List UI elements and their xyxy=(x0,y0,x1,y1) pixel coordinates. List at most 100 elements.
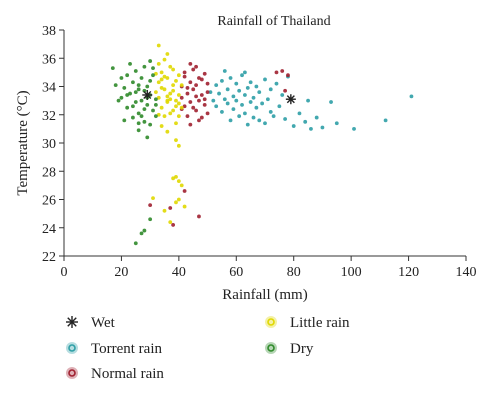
point-torrent-rain xyxy=(237,88,242,93)
point-torrent-rain xyxy=(257,118,262,123)
point-little-rain xyxy=(156,112,161,117)
point-torrent-rain xyxy=(234,98,239,103)
point-normal-rain xyxy=(191,87,196,92)
point-normal-rain xyxy=(182,70,187,75)
point-dry xyxy=(122,86,127,90)
point-dry xyxy=(148,59,153,63)
point-torrent-rain xyxy=(306,98,310,103)
y-tick-label: 28 xyxy=(42,165,56,180)
point-torrent-rain xyxy=(217,91,221,96)
point-little-rain xyxy=(171,176,176,181)
legend-label-little-rain: Little rain xyxy=(290,315,350,331)
point-dry xyxy=(125,73,130,78)
point-torrent-rain xyxy=(271,114,276,119)
point-normal-rain xyxy=(188,122,193,127)
point-dry xyxy=(119,95,124,100)
point-dry xyxy=(110,66,115,71)
y-tick-label: 38 xyxy=(42,24,56,39)
point-torrent-rain xyxy=(260,101,265,106)
point-little-rain xyxy=(168,111,173,116)
point-torrent-rain xyxy=(225,87,230,92)
point-dry xyxy=(136,128,141,133)
point-normal-rain xyxy=(197,118,201,123)
point-little-rain xyxy=(159,124,164,128)
legend-swatch-dry xyxy=(265,342,277,354)
point-torrent-rain xyxy=(263,77,267,82)
point-dry xyxy=(133,241,138,246)
point-little-rain xyxy=(159,77,164,82)
point-torrent-rain xyxy=(231,107,236,111)
point-normal-rain xyxy=(188,100,193,104)
point-torrent-rain xyxy=(220,78,224,83)
point-little-rain xyxy=(176,73,181,78)
point-normal-rain xyxy=(202,102,207,107)
point-dry xyxy=(139,231,144,236)
x-tick-label: 0 xyxy=(61,265,68,280)
point-torrent-rain xyxy=(274,81,279,86)
point-little-rain xyxy=(176,143,181,148)
legend-item-torrent-rain: Torrent rain xyxy=(66,341,163,357)
point-normal-rain xyxy=(194,83,198,87)
x-axis-ticks: 0 20 40 60 80 100 120 140 xyxy=(61,256,477,280)
point-normal-rain xyxy=(286,73,290,78)
point-little-rain xyxy=(168,64,173,69)
point-normal-rain xyxy=(197,214,201,219)
point-dry xyxy=(131,115,135,120)
point-dry xyxy=(139,98,144,103)
point-torrent-rain xyxy=(265,97,270,102)
point-normal-rain xyxy=(171,223,176,227)
point-torrent-rain xyxy=(243,93,247,97)
point-normal-rain xyxy=(194,64,198,69)
point-little-rain xyxy=(174,175,178,179)
point-normal-rain xyxy=(182,74,187,79)
y-tick-label: 30 xyxy=(42,137,56,152)
point-normal-rain xyxy=(197,76,201,80)
point-normal-rain xyxy=(188,80,193,85)
point-dry xyxy=(136,87,141,92)
point-torrent-rain xyxy=(243,111,247,116)
legend-label-normal-rain: Normal rain xyxy=(91,366,164,382)
legend-label-wet: Wet xyxy=(91,315,116,331)
point-little-rain xyxy=(159,86,164,90)
point-dry xyxy=(139,114,144,119)
point-little-rain xyxy=(182,204,187,209)
point-dry xyxy=(142,228,147,233)
point-normal-rain xyxy=(274,70,279,75)
point-normal-rain xyxy=(199,115,204,120)
point-normal-rain xyxy=(197,98,201,103)
point-dry xyxy=(148,122,153,127)
point-torrent-rain xyxy=(329,100,333,104)
y-axis-title: Temperature (°C) xyxy=(15,90,31,195)
point-torrent-rain xyxy=(222,69,227,73)
point-dry xyxy=(133,90,138,95)
point-normal-rain xyxy=(191,67,196,72)
point-normal-rain xyxy=(283,88,287,93)
point-torrent-rain xyxy=(251,115,256,120)
point-normal-rain xyxy=(205,111,210,116)
point-normal-rain xyxy=(168,206,173,210)
point-torrent-rain xyxy=(228,76,233,80)
point-dry xyxy=(128,62,132,66)
point-wet xyxy=(285,94,296,105)
point-little-rain xyxy=(162,74,167,79)
point-torrent-rain xyxy=(222,97,227,102)
point-dry xyxy=(145,84,150,89)
y-tick-label: 22 xyxy=(42,250,56,265)
point-torrent-rain xyxy=(303,119,308,124)
legend: Wet Torrent rain Normal rain Little rain Dry xyxy=(66,315,350,382)
point-dry xyxy=(136,111,141,116)
point-normal-rain xyxy=(185,91,190,96)
point-torrent-rain xyxy=(409,94,414,99)
x-tick-label: 120 xyxy=(398,265,419,280)
point-torrent-rain xyxy=(231,94,236,99)
point-little-rain xyxy=(165,98,170,103)
point-little-rain xyxy=(174,104,178,109)
point-torrent-rain xyxy=(297,111,302,116)
point-normal-rain xyxy=(148,203,153,208)
y-tick-label: 26 xyxy=(42,194,56,209)
chart-title: Rainfall of Thailand xyxy=(217,14,330,29)
point-little-rain xyxy=(179,83,184,87)
point-normal-rain xyxy=(185,86,190,90)
point-little-rain xyxy=(162,87,167,92)
